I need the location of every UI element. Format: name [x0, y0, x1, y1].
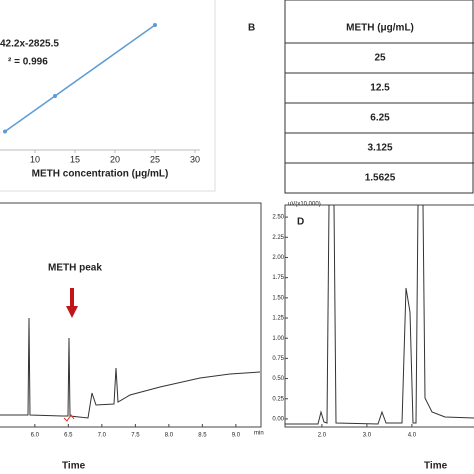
y-tick-label: 0.75 — [272, 356, 284, 362]
point — [3, 129, 7, 134]
y-tick-label: 0.25 — [272, 396, 284, 402]
x-tick-label: 3.0 — [363, 433, 372, 439]
y-tick-label: 0.50 — [272, 376, 284, 382]
table-cell: 1.5625 — [365, 173, 396, 184]
trace — [0, 317, 261, 419]
x-tick-label: 7.0 — [98, 433, 107, 439]
y-tick-label: 1.75 — [272, 275, 284, 281]
table-cell: 6.25 — [370, 113, 390, 124]
x-tick-label: 4.0 — [408, 433, 417, 439]
point — [53, 93, 57, 98]
y-tick-label: 2.00 — [272, 255, 284, 261]
y-axis-label: uV(x10,000) — [288, 202, 321, 208]
x-tick-label: 30 — [190, 154, 200, 164]
y-tick-label: 1.00 — [272, 336, 284, 342]
trace-highlight — [63, 414, 75, 422]
x-axis-label: Time — [62, 461, 86, 472]
x-tick-label: 9.0 — [232, 433, 241, 439]
r-squared: ² = 0.996 — [8, 57, 48, 68]
panel-c-frame — [0, 202, 262, 428]
panel-label: B — [248, 23, 255, 34]
panel-a-frame — [0, 0, 216, 192]
x-tick-label: 6.0 — [31, 433, 40, 439]
y-tick-label: 1.50 — [272, 295, 284, 301]
table-header: METH (μg/mL) — [346, 23, 414, 34]
y-tick-label: 2.25 — [272, 235, 284, 241]
panel-d-frame — [284, 204, 474, 428]
x-tick-label: 8.5 — [198, 433, 207, 439]
equation: 42.2x-2825.5 — [0, 39, 59, 50]
x-tick-label: 15 — [70, 154, 80, 164]
x-tick-label: 20 — [110, 154, 120, 164]
x-tick-label: 2.0 — [318, 433, 327, 439]
y-tick-label: 2.50 — [272, 215, 284, 221]
point — [153, 22, 157, 27]
x-tick-label: 10 — [30, 154, 40, 164]
table-cell: 3.125 — [367, 143, 392, 154]
x-tick-label: 25 — [150, 154, 160, 164]
annotation: METH peak — [48, 263, 102, 274]
trace — [285, 204, 474, 425]
x-axis-label: Time — [424, 461, 448, 472]
y-tick-label: 0.00 — [272, 417, 284, 423]
x-axis-label: METH concentration (μg/mL) — [32, 169, 169, 180]
x-tick-label: 8.0 — [165, 433, 174, 439]
table-cell: 12.5 — [370, 83, 390, 94]
arrow — [66, 288, 78, 318]
panel-label: D — [297, 217, 304, 228]
x-tick-label: 7.5 — [131, 433, 140, 439]
y-tick-label: 1.25 — [272, 316, 284, 322]
x-tick-label: 6.5 — [64, 433, 73, 439]
unit-label: min — [254, 431, 264, 437]
table-cell: 25 — [374, 53, 386, 64]
table-grid — [284, 0, 474, 194]
